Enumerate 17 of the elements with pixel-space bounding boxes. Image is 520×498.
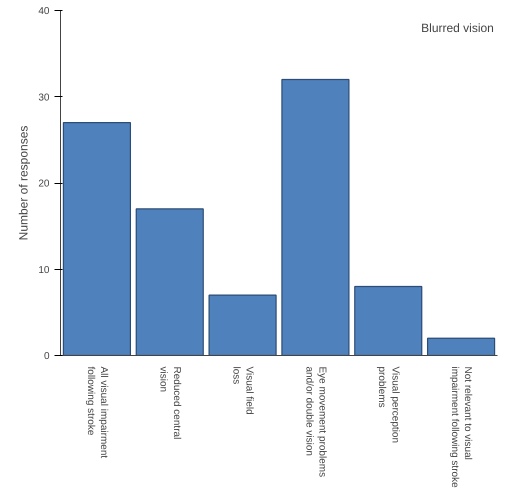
- x-tick-label: Visual field loss: [230, 366, 255, 415]
- x-tick-label: Visual perception problems: [376, 366, 400, 444]
- bar: [281, 78, 350, 356]
- text: Blurred vision: [421, 20, 494, 35]
- y-tick-label: 40: [38, 6, 50, 17]
- y-tick-label: 30: [38, 92, 50, 104]
- bar: [426, 338, 496, 356]
- bar: [354, 286, 422, 356]
- bar: [62, 122, 132, 356]
- y-tick-label: 10: [38, 264, 50, 276]
- bar: [208, 294, 277, 356]
- x-tick-label: Reduced central vision: [158, 366, 182, 440]
- y-tick-label: 20: [38, 178, 50, 190]
- bar: [136, 208, 204, 356]
- x-tick-label: All visual impairment following stroke: [84, 366, 110, 458]
- y-axis-title: Number of responses: [16, 126, 30, 240]
- y-tick-label: 0: [44, 351, 50, 362]
